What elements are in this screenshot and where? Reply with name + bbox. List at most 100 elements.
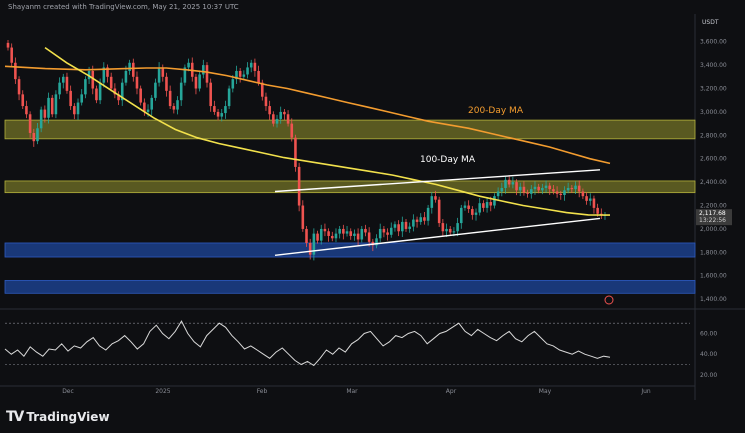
time-tick-label: Apr bbox=[446, 388, 457, 395]
axis-labels: 3,600.00 3,400.00 3,200.00 3,000.00 2,800.00… bbox=[62, 39, 732, 395]
price-tick-label: 2,200.00 bbox=[700, 203, 727, 210]
candle-body bbox=[452, 231, 456, 233]
countdown-label: 13:22:56 bbox=[699, 217, 726, 224]
channel-upper-line bbox=[274, 169, 601, 193]
candle-body bbox=[474, 212, 478, 215]
candle-body bbox=[194, 76, 198, 89]
candle-body bbox=[98, 82, 102, 101]
time-tick-label: Dec bbox=[62, 388, 74, 395]
candle-body bbox=[264, 96, 268, 107]
candle-body bbox=[65, 76, 69, 91]
brand-name: TradingView bbox=[26, 410, 110, 424]
candle-body bbox=[43, 109, 47, 118]
candle-body bbox=[518, 186, 522, 191]
candle-body bbox=[526, 192, 529, 194]
candle-body bbox=[216, 111, 220, 117]
candle-body bbox=[530, 189, 533, 194]
candle-body bbox=[17, 79, 21, 95]
candle-body bbox=[316, 233, 319, 241]
candle-body bbox=[301, 205, 305, 229]
candle-body bbox=[106, 67, 109, 77]
candle-body bbox=[489, 202, 493, 206]
candle-body bbox=[6, 42, 10, 48]
candle-body bbox=[124, 70, 128, 83]
candle-body bbox=[445, 228, 448, 232]
candle-body bbox=[246, 67, 249, 75]
candle-body bbox=[319, 228, 323, 241]
candle-body bbox=[21, 94, 25, 107]
alert-icon[interactable] bbox=[604, 295, 614, 305]
candle-body bbox=[389, 227, 393, 235]
candle-body bbox=[574, 185, 577, 190]
candle-body bbox=[143, 102, 146, 112]
price-tick-label: 2,600.00 bbox=[700, 156, 727, 163]
candle-body bbox=[47, 97, 50, 118]
quote-currency-label: USDT bbox=[702, 19, 719, 26]
price-tick-label: 3,200.00 bbox=[700, 86, 727, 93]
candle-body bbox=[132, 62, 135, 77]
candle-body bbox=[139, 88, 142, 103]
moving-average-lines bbox=[4, 46, 611, 216]
candle-body bbox=[375, 238, 378, 246]
candle-body bbox=[69, 90, 72, 107]
candle-body bbox=[176, 100, 179, 110]
candle-body bbox=[434, 196, 437, 200]
candle-body bbox=[294, 137, 297, 167]
candle-body bbox=[220, 113, 224, 117]
candle-body bbox=[559, 193, 563, 195]
candle-body bbox=[135, 76, 139, 89]
price-tick-label: 3,600.00 bbox=[700, 39, 727, 46]
candle-body bbox=[272, 114, 275, 124]
candle-body bbox=[342, 228, 345, 234]
candle-body bbox=[172, 106, 176, 110]
candle-body bbox=[478, 203, 481, 213]
candle-body bbox=[415, 219, 419, 222]
candle-body bbox=[544, 185, 548, 188]
price-tick-label: 1,600.00 bbox=[700, 273, 727, 280]
candle-body bbox=[73, 106, 76, 115]
candle-body bbox=[500, 187, 504, 192]
candle-body bbox=[441, 223, 445, 232]
candle-body bbox=[463, 205, 467, 208]
candle-body bbox=[327, 231, 330, 236]
candle-body bbox=[168, 90, 172, 107]
annotations: 200-Day MA 100-Day MA bbox=[420, 106, 614, 305]
candle-body bbox=[58, 82, 61, 95]
candle-body bbox=[437, 199, 441, 224]
candle-body bbox=[242, 74, 246, 77]
candlestick-series bbox=[6, 39, 607, 261]
candle-body bbox=[50, 97, 54, 115]
candle-body bbox=[224, 106, 227, 114]
candle-body bbox=[260, 82, 264, 97]
candle-body bbox=[496, 191, 500, 197]
price-tick-label: 1,800.00 bbox=[700, 249, 727, 256]
price-tick-label: 3,400.00 bbox=[700, 62, 727, 69]
candle-body bbox=[308, 242, 312, 255]
candle-body bbox=[161, 67, 165, 77]
candle-body bbox=[485, 202, 489, 208]
candle-body bbox=[507, 179, 511, 185]
candle-body bbox=[165, 76, 168, 91]
rsi-tick-label: 40.00 bbox=[700, 351, 717, 358]
time-tick-label: Jun bbox=[640, 388, 651, 395]
candle-body bbox=[117, 94, 120, 101]
price-tick-label: 2,400.00 bbox=[700, 179, 727, 186]
rsi-tick-label: 60.00 bbox=[700, 331, 717, 338]
candle-body bbox=[334, 233, 338, 239]
candle-body bbox=[345, 231, 349, 234]
candle-body bbox=[91, 70, 95, 89]
candle-body bbox=[95, 88, 98, 101]
candle-body bbox=[467, 205, 470, 210]
candle-body bbox=[533, 186, 537, 190]
candle-body bbox=[202, 65, 205, 75]
candle-body bbox=[253, 62, 257, 71]
price-zones bbox=[4, 119, 696, 294]
candle-body bbox=[312, 233, 316, 255]
resistance-zone bbox=[4, 119, 696, 140]
rsi-line bbox=[4, 320, 611, 367]
candle-body bbox=[102, 67, 106, 83]
price-tick-label: 2,000.00 bbox=[700, 226, 727, 233]
candle-body bbox=[419, 217, 423, 222]
